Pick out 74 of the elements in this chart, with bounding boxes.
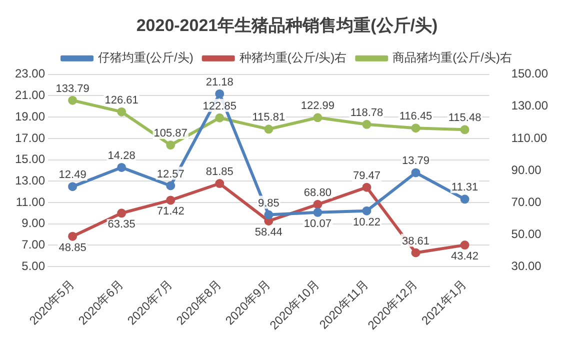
point [264, 124, 274, 134]
point [362, 182, 372, 192]
point [68, 232, 78, 241]
data-label: 68.80 [304, 186, 332, 199]
point [166, 140, 176, 150]
y2-tick-label: 30.00 [511, 258, 542, 273]
data-label: 81.85 [206, 166, 234, 178]
data-label: 10.22 [352, 216, 380, 228]
point [117, 162, 126, 172]
y2-tick-label: 130.00 [511, 98, 548, 113]
data-label: 48.85 [58, 242, 86, 254]
y2-tick-label: 110.00 [511, 130, 548, 145]
point [460, 125, 470, 134]
y2-tick-label: 90.00 [511, 162, 542, 177]
point [166, 196, 176, 205]
data-label: 10.07 [304, 218, 332, 230]
data-label: 133.79 [56, 82, 90, 95]
point [313, 208, 322, 217]
legend-label: 仔猪均重(公斤/头) [98, 50, 194, 65]
point [411, 248, 420, 258]
data-label: 12.49 [58, 169, 86, 182]
data-label: 63.35 [108, 218, 136, 231]
y-tick-label: 19.00 [15, 109, 46, 124]
data-label: 21.18 [206, 76, 234, 88]
data-label: 12.57 [156, 168, 184, 180]
y-tick-label: 5.00 [22, 258, 46, 273]
y-tick-label: 23.00 [15, 66, 46, 81]
point [411, 124, 420, 133]
data-label: 14.28 [108, 150, 136, 162]
legend-label: 种猪均重(公斤/头)右 [239, 50, 347, 65]
point [264, 210, 274, 220]
data-label: 115.48 [448, 112, 482, 124]
point [313, 200, 322, 209]
point [362, 120, 372, 129]
point [411, 168, 420, 178]
point [68, 182, 78, 192]
point [166, 181, 176, 190]
y2-tick-label: 70.00 [511, 194, 542, 209]
point [215, 113, 224, 122]
data-label: 116.45 [399, 110, 432, 123]
point [117, 208, 126, 218]
data-label: 105.87 [154, 128, 188, 140]
y-tick-label: 7.00 [22, 237, 46, 252]
point [460, 240, 470, 250]
y-tick-label: 21.00 [15, 88, 46, 102]
y-tick-label: 17.00 [15, 130, 46, 145]
data-label: 126.61 [104, 94, 138, 106]
data-label: 122.99 [300, 100, 335, 112]
y-tick-label: 13.00 [15, 173, 46, 188]
point [117, 107, 126, 116]
y2-tick-label: 150.00 [511, 66, 548, 81]
data-label: 38.61 [402, 235, 430, 248]
chart-title: 2020-2021年生猪品种销售均重(公斤/头) [136, 16, 438, 35]
y-tick-label: 9.00 [22, 216, 46, 230]
data-label: 58.44 [254, 226, 282, 239]
data-label: 71.42 [156, 206, 184, 218]
point [313, 113, 322, 122]
point [215, 89, 224, 98]
point [362, 206, 372, 216]
data-label: 122.85 [202, 100, 236, 112]
point [68, 96, 78, 105]
data-label: 9.85 [258, 197, 280, 210]
y-tick-label: 15.00 [15, 152, 46, 166]
data-label: 43.42 [451, 250, 479, 263]
legend-label: 商品猪均重(公斤/头)右 [392, 50, 512, 65]
point [460, 194, 470, 204]
y2-tick-label: 50.00 [511, 226, 542, 241]
data-label: 79.47 [352, 170, 380, 182]
data-label: 115.81 [252, 112, 286, 124]
y-tick-label: 11.00 [16, 194, 46, 209]
data-label: 118.78 [350, 106, 384, 119]
data-label: 13.79 [402, 155, 430, 168]
data-label: 11.31 [451, 182, 478, 194]
point [215, 179, 224, 188]
